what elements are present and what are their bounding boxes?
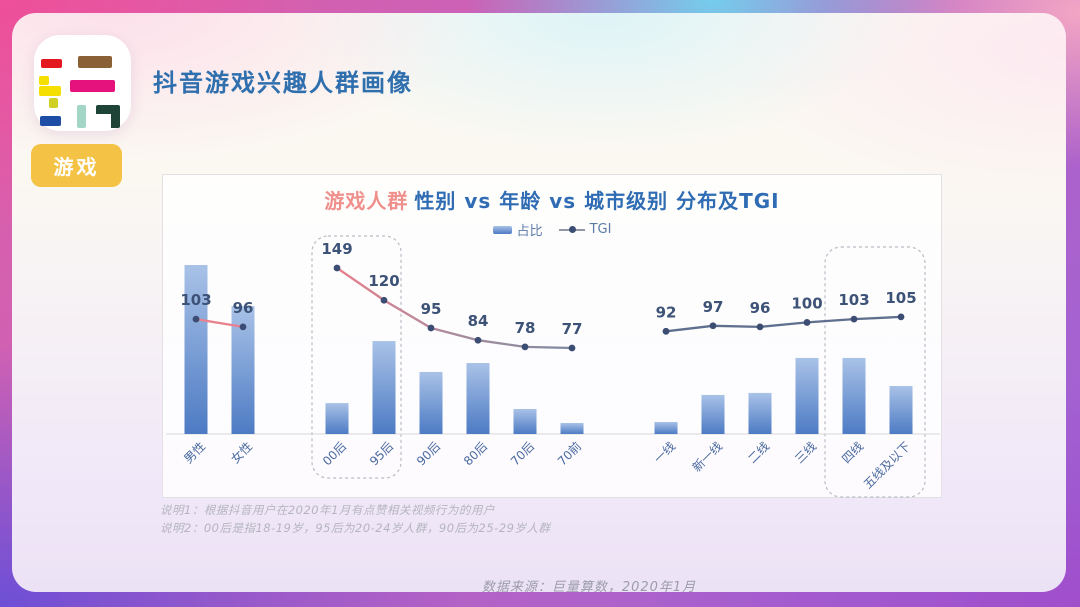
chart-canvas: 103 男性 96 女性 149 00后 120 95后 95 90后 84 80后 78 70后 77 70… xyxy=(166,235,940,498)
legend-item-share: 占比 xyxy=(492,220,543,239)
logo-block-teal-bar xyxy=(77,105,86,128)
share-bar xyxy=(560,423,584,434)
share-bar xyxy=(231,306,255,434)
slide-card: 抖音游戏兴趣人群画像 游戏 游戏人群 性别 vs 年龄 vs 城市级别 分布及TG… xyxy=(12,13,1066,595)
logo-block-red xyxy=(41,59,62,68)
tgi-value-label: 96 xyxy=(750,299,771,317)
tgi-line-segment xyxy=(194,317,245,329)
chart-title-rest: 性别 vs 年龄 vs 城市级别 分布及TGI xyxy=(414,189,780,213)
footnotes: 说明1：根据抖音用户在2020年1月有点赞相关视频行为的用户 说明2：00后是指… xyxy=(160,501,550,537)
tgi-value-label: 96 xyxy=(233,299,254,317)
chart-panel: 游戏人群 性别 vs 年龄 vs 城市级别 分布及TGI 占比 TGI 103 男性… xyxy=(162,174,942,498)
tgi-dot xyxy=(568,344,576,352)
page-title: 抖音游戏兴趣人群画像 xyxy=(153,69,413,97)
logo-block-magenta-bar xyxy=(70,80,115,92)
share-bar xyxy=(513,408,537,434)
share-bar xyxy=(466,363,490,434)
tgi-value-label: 103 xyxy=(838,291,869,309)
tgi-value-label: 105 xyxy=(885,289,916,307)
tgi-dot xyxy=(380,296,388,304)
tgi-value-label: 77 xyxy=(562,320,583,338)
logo-block-green-hook xyxy=(96,105,120,128)
category-label: 四线 xyxy=(839,439,866,466)
tgi-dot xyxy=(239,323,247,331)
logo-block-yellow-square-2 xyxy=(49,98,58,108)
chart-title-highlight: 游戏人群 xyxy=(324,189,409,213)
line-dot-icon xyxy=(558,226,585,233)
category-label: 70后 xyxy=(508,439,537,468)
logo-block-yellow-bar xyxy=(39,86,61,96)
share-bar xyxy=(184,265,208,434)
tgi-dot xyxy=(521,343,529,351)
category-tag-game: 游戏 xyxy=(31,144,122,187)
tgi-value-label: 120 xyxy=(368,272,399,290)
tgi-value-label: 100 xyxy=(791,294,822,312)
logo-block-brown-bar xyxy=(78,56,112,68)
category-label: 80后 xyxy=(461,439,490,468)
tgi-value-label: 84 xyxy=(468,312,489,330)
legend-label-share: 占比 xyxy=(516,224,543,239)
data-source: 数据来源：巨量算数，2020年1月 xyxy=(481,580,697,595)
logo-block-yellow-square-1 xyxy=(39,76,49,85)
chart-title: 游戏人群 性别 vs 年龄 vs 城市级别 分布及TGI xyxy=(163,185,941,214)
category-label: 90后 xyxy=(414,439,443,468)
category-label: 男性 xyxy=(181,439,208,466)
tgi-value-label: 97 xyxy=(703,298,724,316)
logo-block-blue-bar xyxy=(40,116,61,126)
share-bar xyxy=(372,341,396,434)
share-bar xyxy=(701,394,725,434)
share-bar xyxy=(842,357,866,434)
category-label: 70前 xyxy=(554,439,584,469)
tgi-dot xyxy=(427,324,435,332)
category-label: 二线 xyxy=(745,439,772,466)
highlight-box xyxy=(824,246,926,498)
wan-brand-logo xyxy=(34,35,131,131)
legend-label-tgi: TGI xyxy=(589,222,612,237)
legend-item-tgi: TGI xyxy=(558,222,612,237)
category-label: 五线及以下 xyxy=(861,439,913,491)
tgi-dot xyxy=(662,327,670,335)
chart-legend: 占比 TGI xyxy=(163,220,941,239)
share-bar xyxy=(795,357,819,434)
tgi-dot xyxy=(756,323,764,331)
tgi-line-segment xyxy=(664,315,903,333)
tgi-dot xyxy=(897,313,905,321)
share-bar xyxy=(419,371,443,434)
category-label: 三线 xyxy=(792,439,819,466)
share-bar xyxy=(654,422,678,434)
tgi-value-label: 92 xyxy=(656,303,677,321)
tgi-dot xyxy=(709,322,717,330)
tgi-value-label: 149 xyxy=(321,240,352,258)
category-label: 一线 xyxy=(651,439,678,466)
share-bar xyxy=(748,392,772,434)
tgi-value-label: 95 xyxy=(421,300,442,318)
tgi-dot xyxy=(474,336,482,344)
highlight-box xyxy=(311,235,402,479)
tgi-dot xyxy=(850,315,858,323)
tgi-value-label: 78 xyxy=(515,319,536,337)
share-bar xyxy=(889,386,913,434)
tgi-dot xyxy=(333,264,341,272)
tgi-value-label: 103 xyxy=(180,291,211,309)
tgi-dot xyxy=(803,319,811,326)
tgi-dot xyxy=(192,315,200,323)
category-label: 新一线 xyxy=(689,439,725,475)
tgi-line-segment xyxy=(335,266,574,350)
category-label: 女性 xyxy=(228,439,256,467)
category-label: 95后 xyxy=(367,439,396,468)
bar-swatch-icon xyxy=(492,225,512,234)
footnote-2: 说明2：00后是指18-19岁，95后为20-24岁人群，90后为25-29岁人… xyxy=(160,521,551,535)
footnote-1: 说明1：根据抖音用户在2020年1月有点赞相关视频行为的用户 xyxy=(160,503,495,517)
category-label: 00后 xyxy=(320,439,349,468)
share-bar xyxy=(325,403,349,434)
